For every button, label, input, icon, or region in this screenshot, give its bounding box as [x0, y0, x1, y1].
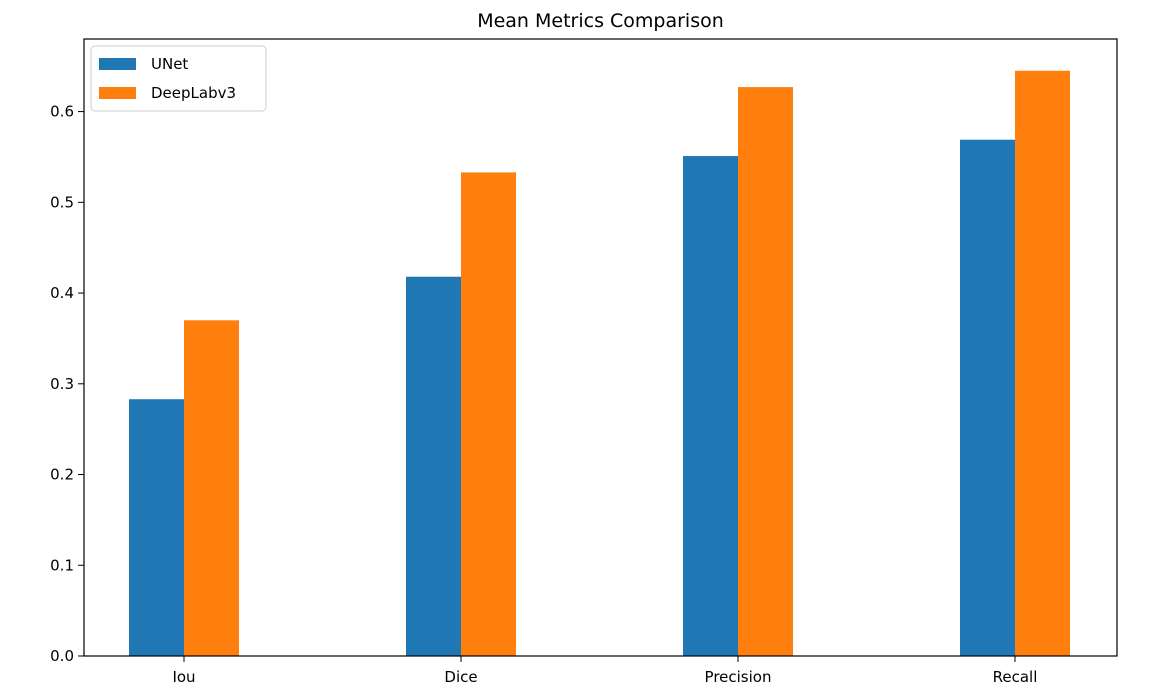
bar-unet-precision	[683, 156, 738, 656]
legend: UNet DeepLabv3	[90, 45, 267, 112]
y-tick-label: 0.2	[50, 466, 74, 484]
y-tick-label: 0.5	[50, 193, 74, 211]
x-tick-label: Dice	[444, 668, 477, 686]
bar-unet-dice	[406, 276, 461, 656]
bar-unet-iou	[129, 399, 184, 656]
bar-deeplabv3-recall	[1015, 70, 1070, 657]
x-tick-label: Recall	[993, 668, 1038, 686]
legend-swatch-unet	[99, 58, 136, 70]
y-tick-label: 0.3	[50, 375, 74, 393]
legend-label-deeplabv3: DeepLabv3	[151, 84, 236, 102]
plot-frame	[83, 38, 1118, 657]
chart-title: Mean Metrics Comparison	[477, 10, 724, 32]
bar-unet-recall	[960, 139, 1015, 656]
y-tick-label: 0.6	[50, 103, 74, 121]
bar-deeplabv3-precision	[738, 87, 793, 656]
y-tick-label: 0.4	[50, 284, 74, 302]
x-tick-label: Precision	[705, 668, 772, 686]
legend-swatch-deeplabv3	[99, 87, 136, 99]
y-tick-label: 0.0	[50, 647, 74, 665]
legend-label-unet: UNet	[151, 55, 188, 73]
bar-deeplabv3-dice	[461, 172, 516, 656]
y-tick-label: 0.1	[50, 556, 74, 574]
plot-area	[129, 70, 1070, 657]
x-tick-label: Iou	[172, 668, 195, 686]
bar-deeplabv3-iou	[184, 320, 239, 656]
